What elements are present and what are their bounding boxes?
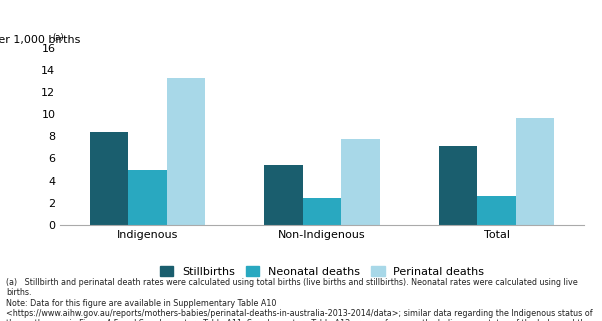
Bar — [477, 196, 516, 225]
Bar — [516, 118, 554, 225]
Bar — [439, 146, 477, 225]
Text: Note: Data for this figure are available in Supplementary Table A10 <https://www: Note: Data for this figure are available… — [6, 299, 592, 321]
Bar — [264, 165, 303, 225]
Bar — [167, 78, 205, 225]
Text: (a)   Stillbirth and perinatal death rates were calculated using total births (l: (a) Stillbirth and perinatal death rates… — [6, 278, 578, 297]
Bar — [341, 139, 380, 225]
Text: Per 1,000 births: Per 1,000 births — [0, 35, 81, 45]
Legend: Stillbirths, Neonatal deaths, Perinatal deaths: Stillbirths, Neonatal deaths, Perinatal … — [155, 262, 489, 282]
Bar — [303, 198, 341, 225]
Text: (a): (a) — [52, 33, 64, 42]
Bar — [128, 169, 167, 225]
Bar — [90, 132, 128, 225]
